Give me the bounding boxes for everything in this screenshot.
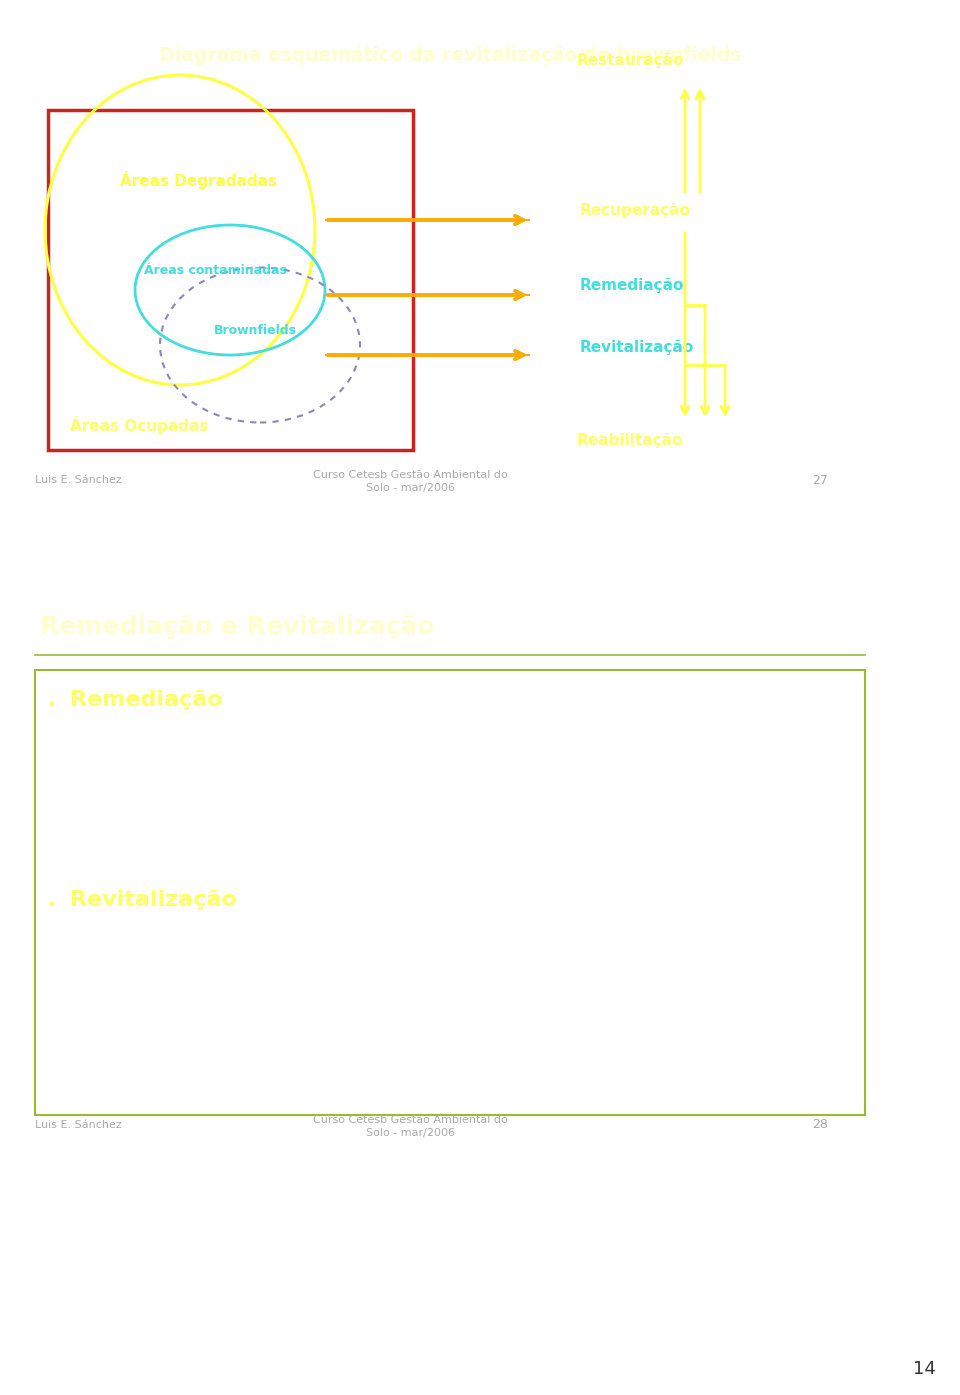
Text: Remediação: Remediação (70, 691, 223, 710)
Text: 27: 27 (812, 473, 828, 487)
Text: Remediação: Remediação (580, 278, 684, 293)
Text: Solo - mar/2006: Solo - mar/2006 (366, 483, 454, 492)
Text: Áreas Degradadas: Áreas Degradadas (120, 172, 277, 188)
Text: Luis E. Sánchez: Luis E. Sánchez (35, 1120, 122, 1130)
Text: Restauração: Restauração (576, 53, 684, 68)
Text: Revitalização: Revitalização (580, 340, 694, 354)
Text: a assegurar uma utilização para a área, com: a assegurar uma utilização para a área, … (70, 804, 428, 819)
Text: Remediação e Revitalização: Remediação e Revitalização (40, 615, 435, 639)
Text: Solo - mar/2006: Solo - mar/2006 (366, 1129, 454, 1138)
Text: ·: · (48, 896, 57, 915)
Text: uma área contaminada, visando à remoção ou: uma área contaminada, visando à remoção … (70, 751, 444, 767)
Text: Recuperação: Recuperação (580, 204, 691, 218)
Text: limites aceitáveis de riscos aos bens a proteger ”: limites aceitáveis de riscos aos bens a … (70, 829, 466, 845)
Text: Áreas Ocupadas: Áreas Ocupadas (70, 416, 208, 434)
Text: 14: 14 (913, 1360, 936, 1378)
Text: “Aplicação de técnicas ou conjunto de técnicas em: “Aplicação de técnicas ou conjunto de té… (70, 725, 476, 741)
Text: Brownfields: Brownfields (213, 324, 297, 336)
Bar (48, 110, 413, 451)
Text: (Cetesb, 1999).: (Cetesb, 1999). (70, 855, 194, 870)
Text: Áreas contaminadas: Áreas contaminadas (144, 264, 286, 276)
Text: suspeita de contaminação, dando-lhe um novo: suspeita de contaminação, dando-lhe um n… (70, 951, 446, 965)
Text: Curso Cetesb Gestão Ambiental do: Curso Cetesb Gestão Ambiental do (313, 1115, 508, 1124)
Text: “Reabilitação de uma área contaminada ou: “Reabilitação de uma área contaminada ou (70, 925, 419, 942)
Text: Revitalização: Revitalização (70, 890, 237, 910)
Text: Curso Cetesb Gestão Ambiental do: Curso Cetesb Gestão Ambiental do (313, 470, 508, 480)
Text: Diagrama esquemático da revitalização de brownfields: Diagrama esquemático da revitalização de… (158, 45, 741, 66)
Text: ·: · (48, 695, 57, 716)
Text: 28: 28 (812, 1119, 828, 1131)
Text: uso seguro ” (Sánchez, 2004).: uso seguro ” (Sánchez, 2004). (70, 976, 312, 993)
Text: Reabilitação: Reabilitação (577, 432, 684, 448)
Bar (35, 670, 865, 1115)
Text: Luis E. Sánchez: Luis E. Sánchez (35, 476, 122, 485)
Text: contenção dos contaminantes presentes, de modo: contenção dos contaminantes presentes, d… (70, 777, 476, 792)
